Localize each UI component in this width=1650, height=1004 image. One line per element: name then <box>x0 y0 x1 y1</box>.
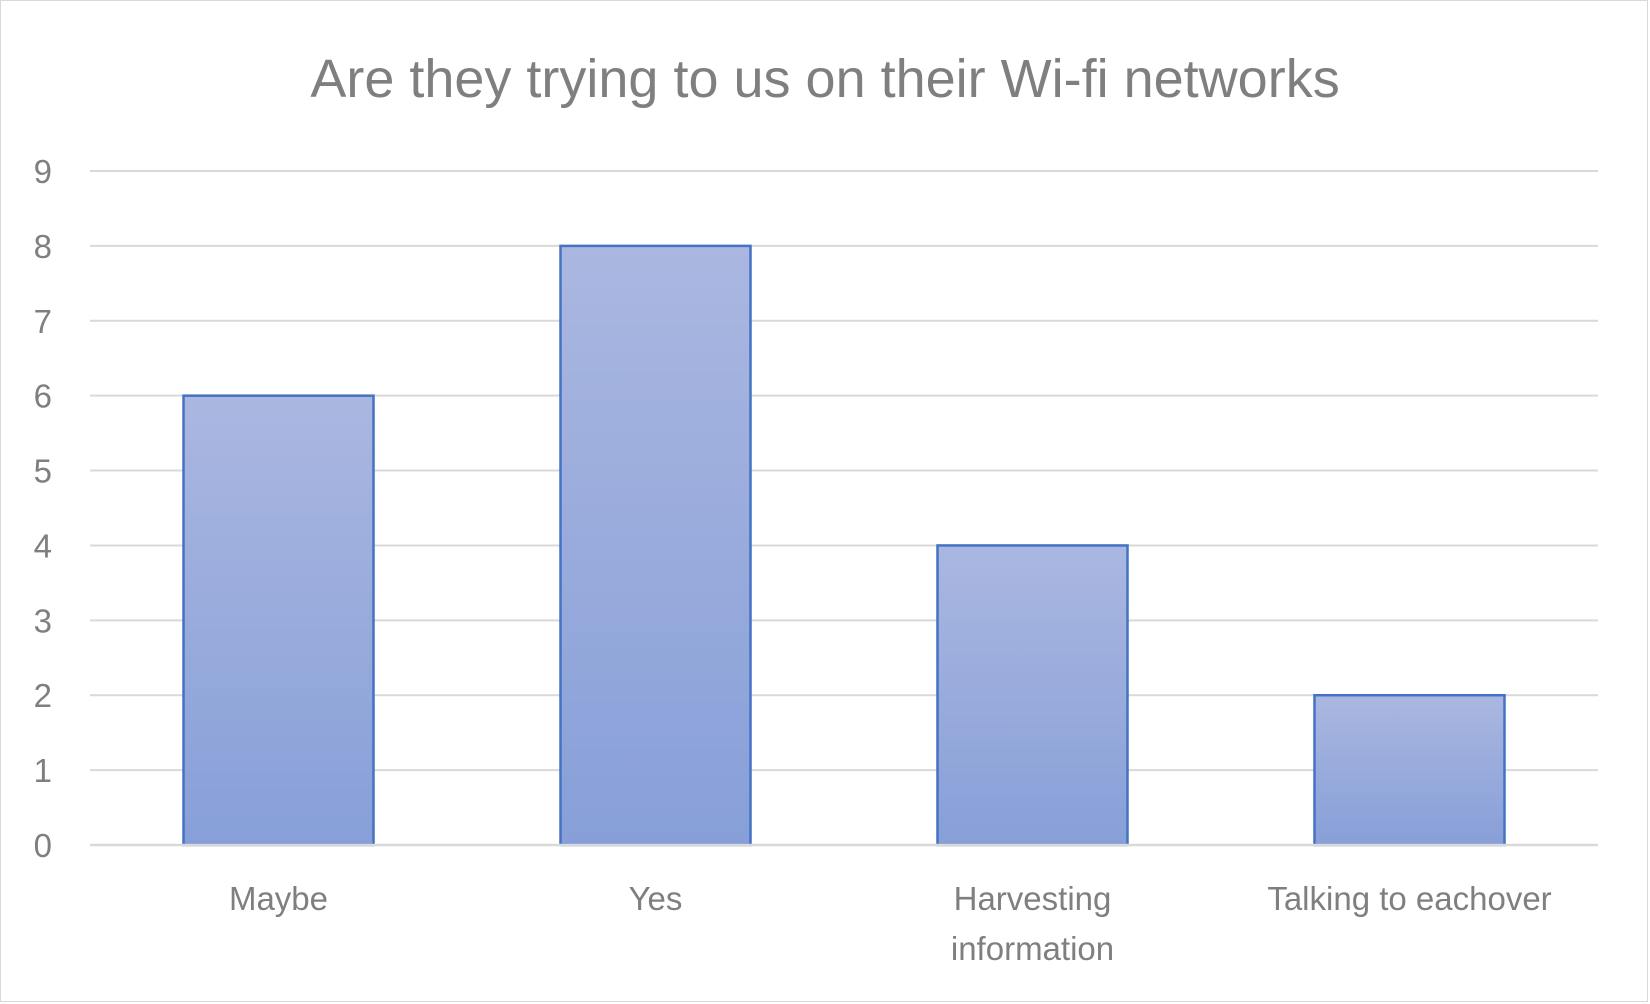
y-tick-label: 1 <box>34 752 52 789</box>
chart-title: Are they trying to us on their Wi-fi net… <box>310 49 1339 109</box>
x-category-label: Maybe <box>229 880 328 917</box>
bar <box>936 544 1129 847</box>
y-tick-label: 5 <box>34 453 52 490</box>
bar <box>559 244 752 847</box>
x-axis-categories: Maybe Yes Harvesting information Talking to … <box>229 880 1552 967</box>
bar <box>182 394 375 847</box>
y-axis-ticks: 0 1 2 3 4 5 6 7 8 9 <box>34 153 52 864</box>
y-tick-label: 4 <box>34 527 52 564</box>
y-tick-label: 6 <box>34 378 52 415</box>
y-tick-label: 8 <box>34 228 52 265</box>
bar <box>1313 693 1506 847</box>
y-tick-label: 3 <box>34 602 52 639</box>
x-category-label: Yes <box>629 880 683 917</box>
y-tick-label: 0 <box>34 827 52 864</box>
y-tick-label: 2 <box>34 677 52 714</box>
bars <box>182 244 1506 847</box>
x-category-label: Talking to eachover <box>1267 880 1551 917</box>
y-tick-label: 9 <box>34 153 52 190</box>
x-category-label: Harvesting information <box>951 880 1114 967</box>
y-tick-label: 7 <box>34 303 52 340</box>
